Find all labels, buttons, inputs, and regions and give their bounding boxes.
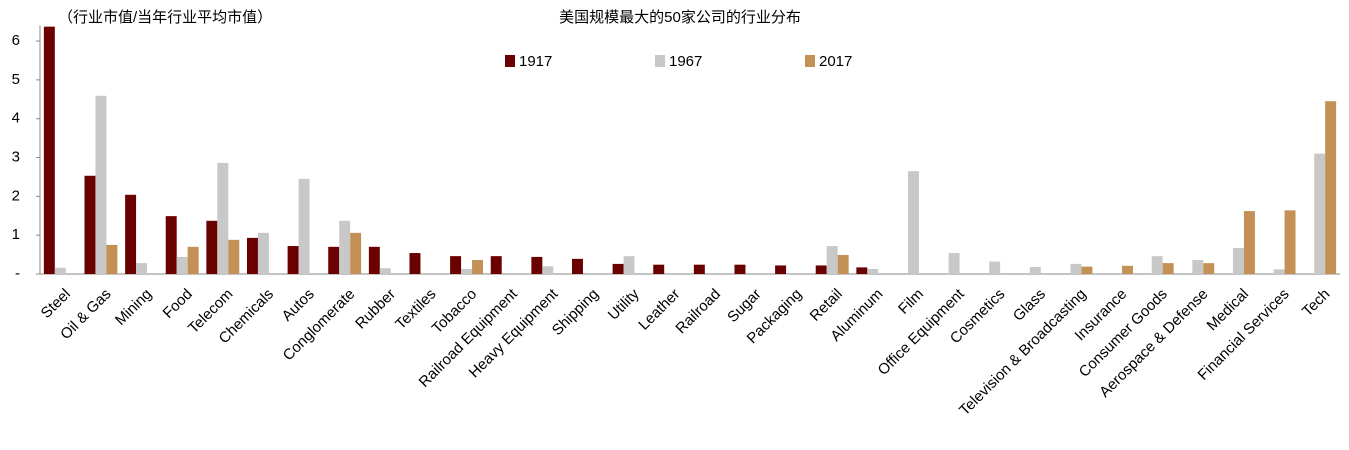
bar	[409, 253, 421, 274]
x-tick-label: Rubber	[352, 286, 399, 333]
bar	[246, 237, 258, 274]
bar	[187, 246, 199, 274]
bar	[257, 232, 269, 274]
bar	[84, 175, 96, 274]
bar	[1081, 266, 1093, 274]
x-tick-label: Utility	[605, 285, 643, 323]
bar	[106, 244, 118, 274]
chart-title: 美国规模最大的50家公司的行业分布	[559, 9, 801, 26]
bar	[228, 239, 240, 274]
bar	[653, 264, 665, 274]
x-tick-label: Food	[160, 286, 196, 322]
y-tick-label: 5	[12, 71, 20, 88]
bar	[1029, 267, 1041, 274]
bar	[125, 194, 137, 274]
bar	[176, 256, 188, 274]
bar	[1232, 247, 1244, 274]
bar	[1203, 263, 1215, 274]
bar	[734, 264, 746, 274]
bar	[298, 178, 310, 274]
y-tick-label: 3	[12, 148, 20, 165]
bar	[1314, 153, 1326, 274]
y-tick-label: 6	[12, 32, 20, 49]
bar	[54, 267, 66, 274]
bar	[907, 171, 919, 274]
legend-swatch	[805, 55, 815, 67]
bar	[837, 254, 849, 274]
bar	[461, 268, 473, 274]
legend-swatch	[505, 55, 515, 67]
bar	[775, 265, 787, 274]
bar	[612, 263, 624, 274]
bar	[339, 220, 351, 274]
y-tick-label: 1	[12, 226, 20, 243]
bar	[1162, 263, 1174, 274]
bar	[1284, 210, 1296, 274]
bar	[1151, 256, 1163, 274]
y-axis-label: （行业市值/当年行业平均市值）	[58, 9, 272, 26]
bar	[490, 256, 502, 274]
bar	[542, 266, 554, 274]
bar	[379, 268, 391, 274]
bar	[287, 246, 299, 274]
bar	[989, 261, 1001, 274]
bar	[1192, 260, 1204, 274]
bar	[1070, 263, 1082, 274]
y-tick-label: -	[15, 265, 20, 282]
x-tick-label: Mining	[112, 286, 155, 329]
bar	[136, 263, 148, 274]
bar	[450, 256, 462, 274]
legend-label: 2017	[819, 53, 852, 70]
bar	[328, 246, 340, 274]
bar	[948, 253, 960, 274]
legend-label: 1967	[669, 53, 702, 70]
y-tick-label: 4	[12, 110, 20, 127]
bar	[1122, 265, 1134, 274]
bar	[1243, 211, 1255, 274]
bar	[867, 268, 879, 274]
bar	[826, 246, 838, 274]
bar	[368, 246, 380, 274]
bar	[531, 256, 543, 274]
bar	[856, 267, 868, 274]
bar	[693, 264, 705, 274]
bar	[206, 220, 218, 274]
legend-swatch	[655, 55, 665, 67]
bar	[1325, 101, 1337, 274]
bar	[95, 95, 107, 275]
bar	[217, 162, 229, 274]
bar	[571, 258, 583, 274]
bar	[43, 26, 55, 275]
legend-label: 1917	[519, 53, 552, 70]
x-tick-label: Tech	[1299, 286, 1333, 320]
x-tick-label: Railroad	[672, 286, 724, 338]
bar	[815, 265, 827, 274]
x-tick-label: Conglomerate	[280, 286, 359, 365]
bar	[623, 256, 635, 274]
bar	[165, 216, 177, 274]
x-tick-label: Steel	[38, 286, 74, 322]
x-tick-label: Film	[895, 286, 927, 318]
bar	[350, 232, 362, 274]
bar	[472, 260, 484, 274]
bar	[1273, 269, 1285, 274]
y-tick-label: 2	[12, 187, 20, 204]
